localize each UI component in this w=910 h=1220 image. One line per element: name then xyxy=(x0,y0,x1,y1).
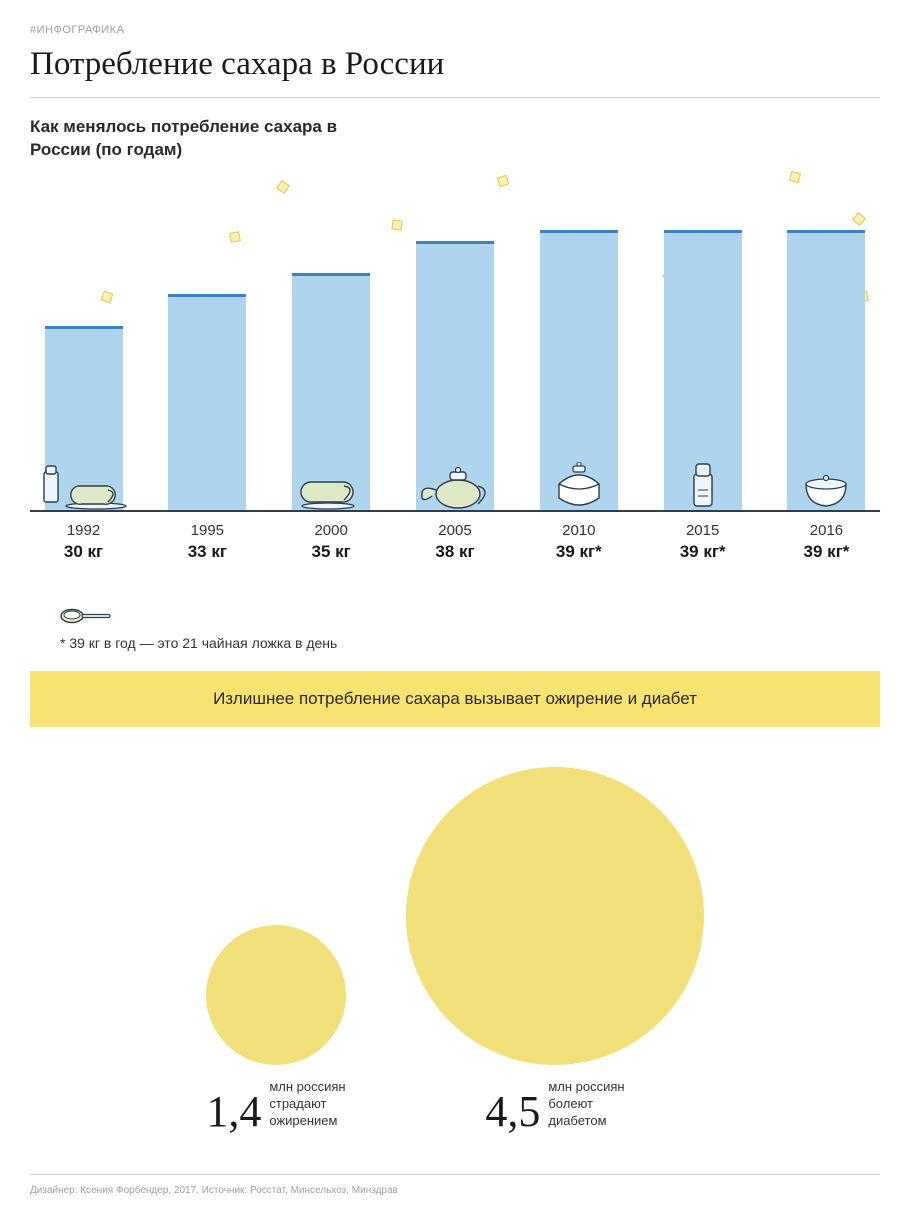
stat-circle: 4,5 млн россиянболеютдиабетом xyxy=(406,767,704,1134)
bar-value: 33 кг xyxy=(160,542,255,562)
stat-circle: 1,4 млн россиянстрадаютожирением xyxy=(206,925,346,1134)
bar-base-icon xyxy=(686,460,720,510)
stat-number: 4,5 xyxy=(485,1090,540,1134)
bar-year: 1995 xyxy=(160,522,255,539)
bar-base-icon xyxy=(296,474,366,510)
circle-shape xyxy=(206,925,346,1065)
bar-col xyxy=(36,326,131,510)
bar-col xyxy=(160,294,255,510)
bar-base-icon xyxy=(34,464,134,510)
stat-circles: 1,4 млн россиянстрадаютожирением 4,5 млн… xyxy=(30,727,880,1175)
chart-subtitle: Как менялось потребление сахара в России… xyxy=(30,116,350,162)
bar-value: 38 кг xyxy=(407,542,502,562)
bar-year: 2005 xyxy=(407,522,502,539)
bar-value: 35 кг xyxy=(284,542,379,562)
bar-year: 2010 xyxy=(531,522,626,539)
bar-label: 2010 39 кг* xyxy=(531,522,626,562)
page-title: Потребление сахара в России xyxy=(30,46,880,98)
category-tag: #ИНФОГРАФИКА xyxy=(30,24,880,36)
bar-year: 2000 xyxy=(284,522,379,539)
bar-value: 39 кг* xyxy=(655,542,750,562)
bar-col xyxy=(284,273,379,510)
bar xyxy=(416,241,494,510)
stat-text: млн россиянболеютдиабетом xyxy=(548,1079,624,1134)
bar xyxy=(664,230,742,510)
bar-col xyxy=(531,230,626,510)
bar-year: 2015 xyxy=(655,522,750,539)
bar xyxy=(540,230,618,510)
bar-value: 39 кг* xyxy=(779,542,874,562)
stat-text: млн россиянстрадаютожирением xyxy=(269,1079,345,1134)
credits: Дизайнер: Ксения Форбендер, 2017. Источн… xyxy=(30,1185,880,1210)
bar-base-icon xyxy=(547,462,611,510)
warning-banner: Излишнее потребление сахара вызывает ожи… xyxy=(30,671,880,727)
bar xyxy=(45,326,123,510)
chart-footnote: * 39 кг в год — это 21 чайная ложка в де… xyxy=(60,635,880,651)
bar-col xyxy=(407,241,502,510)
bar-label: 2016 39 кг* xyxy=(779,522,874,562)
bar-label: 2005 38 кг xyxy=(407,522,502,562)
bar-value: 39 кг* xyxy=(531,542,626,562)
bar xyxy=(787,230,865,510)
bar-year: 2016 xyxy=(779,522,874,539)
circle-shape xyxy=(406,767,704,1065)
stat-number: 1,4 xyxy=(206,1090,261,1134)
bar-value: 30 кг xyxy=(36,542,131,562)
bar-label: 2000 35 кг xyxy=(284,522,379,562)
bar-base-icon xyxy=(796,472,856,510)
spoon-icon xyxy=(60,608,880,629)
bar-year: 1992 xyxy=(36,522,131,539)
bar-chart xyxy=(30,172,880,512)
bar xyxy=(168,294,246,510)
bar-col xyxy=(655,230,750,510)
bar-label: 1992 30 кг xyxy=(36,522,131,562)
bar-base-icon xyxy=(410,466,500,510)
bar xyxy=(292,273,370,510)
bar-col xyxy=(779,230,874,510)
bar-label: 1995 33 кг xyxy=(160,522,255,562)
bar-label: 2015 39 кг* xyxy=(655,522,750,562)
